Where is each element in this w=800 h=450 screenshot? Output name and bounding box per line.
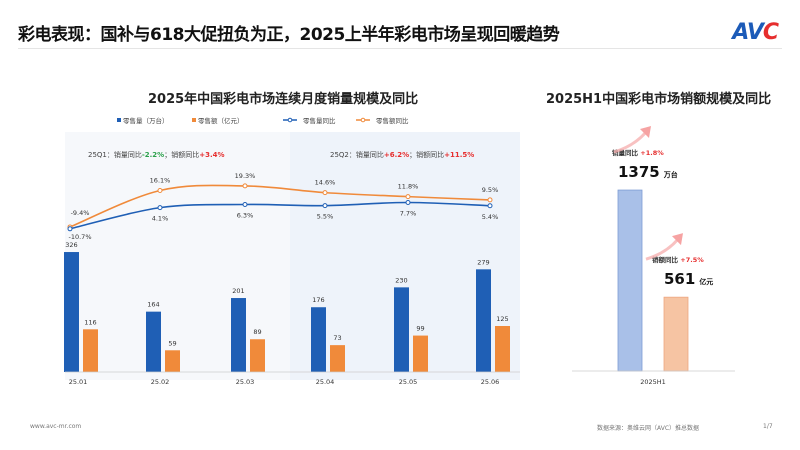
trend-arrow-icon xyxy=(613,131,648,154)
bar-volume xyxy=(64,252,79,372)
total-value: 561 亿元 xyxy=(664,270,713,288)
bar-value xyxy=(330,345,345,372)
bar-value xyxy=(250,339,265,372)
page-title: 彩电表现：国补与618大促扭负为正，2025上半年彩电市场呈现回暖趋势 xyxy=(18,25,560,45)
bar-label: 230 xyxy=(395,276,407,284)
line-volume-yoy xyxy=(69,201,491,230)
q1-panel xyxy=(65,132,290,380)
line-label: 14.6% xyxy=(315,179,336,187)
trend-arrowhead-icon xyxy=(672,233,683,246)
line-label: 5.5% xyxy=(317,213,334,221)
bar-value xyxy=(663,296,689,372)
line-point xyxy=(322,203,328,209)
line-value-yoy xyxy=(69,184,491,228)
legend-label: 零售额同比 xyxy=(376,116,409,125)
line-label: 6.3% xyxy=(237,211,254,219)
bar-volume xyxy=(311,307,326,372)
line-label: -9.4% xyxy=(71,209,90,217)
bar-volume xyxy=(617,189,643,372)
x-tick-label: 25.06 xyxy=(481,378,500,386)
bar-volume xyxy=(476,269,491,372)
bar-volume xyxy=(146,311,161,372)
line-point xyxy=(487,197,493,203)
bar-label: 164 xyxy=(147,301,159,309)
line-point xyxy=(242,201,248,207)
line-point xyxy=(487,203,493,209)
bar-label: 201 xyxy=(232,287,244,295)
bar-value xyxy=(165,350,180,372)
quarter-annotation: 25Q2：销量同比+6.2%；销额同比+11.5% xyxy=(330,150,474,159)
x-tick-label: 25.04 xyxy=(316,378,335,386)
line-point xyxy=(67,226,73,232)
x-tick-label: 25.01 xyxy=(69,378,88,386)
website: www.avc-mr.com xyxy=(30,423,82,430)
line-point xyxy=(405,194,411,200)
line-label: 19.3% xyxy=(235,172,256,180)
line-label: 16.1% xyxy=(150,176,171,184)
avc-logo: AVC xyxy=(732,20,779,45)
legend-label: 零售额（亿元） xyxy=(198,116,244,125)
bar-value xyxy=(495,326,510,372)
bar-label: 59 xyxy=(168,339,176,347)
legend-label: 零售量同比 xyxy=(303,116,336,125)
legend-swatch xyxy=(117,118,121,122)
legend-label: 零售量（万台） xyxy=(123,116,169,125)
bar-label: 125 xyxy=(496,315,508,323)
yoy-label: 销量同比 +1.8% xyxy=(612,148,664,157)
x-tick-label: 25.02 xyxy=(151,378,170,386)
bar-label: 116 xyxy=(84,318,96,326)
left-chart-title: 2025年中国彩电市场连续月度销量规模及同比 xyxy=(148,92,419,107)
legend-marker xyxy=(360,117,366,123)
legend-marker xyxy=(287,117,293,123)
line-label: 7.7% xyxy=(400,209,417,217)
bar-value xyxy=(413,335,428,372)
bar-value xyxy=(83,329,98,372)
line-point xyxy=(405,199,411,205)
data-source: 数据来源：奥维云网（AVC）推总数据 xyxy=(597,425,700,432)
divider xyxy=(18,48,782,49)
line-label: -10.7% xyxy=(69,233,92,241)
yoy-label: 销额同比 +7.5% xyxy=(652,255,704,264)
total-value: 1375 万台 xyxy=(618,163,678,181)
bar-label: 326 xyxy=(65,241,77,249)
x-tick-label: 2025H1 xyxy=(640,378,666,386)
trend-arrowhead-icon xyxy=(640,126,651,139)
line-label: 9.5% xyxy=(482,186,499,194)
line-label: 5.4% xyxy=(482,213,499,221)
page-number: 1/7 xyxy=(763,423,773,430)
quarter-annotation: 25Q1：销量同比-2.2%；销额同比+3.4% xyxy=(88,150,224,159)
bar-label: 89 xyxy=(253,328,261,336)
line-point xyxy=(157,187,163,193)
line-label: 11.8% xyxy=(398,183,419,191)
bar-volume xyxy=(231,298,246,372)
right-chart-title: 2025H1中国彩电市场销额规模及同比 xyxy=(546,92,772,107)
bar-label: 279 xyxy=(477,258,489,266)
bar-label: 99 xyxy=(416,325,424,333)
x-tick-label: 25.05 xyxy=(399,378,418,386)
line-point xyxy=(157,205,163,211)
line-point xyxy=(242,183,248,189)
line-point xyxy=(322,190,328,196)
legend-swatch xyxy=(192,118,196,122)
line-label: 4.1% xyxy=(152,215,169,223)
trend-arrow-icon xyxy=(645,238,680,261)
bar-label: 176 xyxy=(312,296,324,304)
bar-label: 73 xyxy=(333,334,341,342)
x-tick-label: 25.03 xyxy=(236,378,255,386)
bar-volume xyxy=(394,287,409,372)
